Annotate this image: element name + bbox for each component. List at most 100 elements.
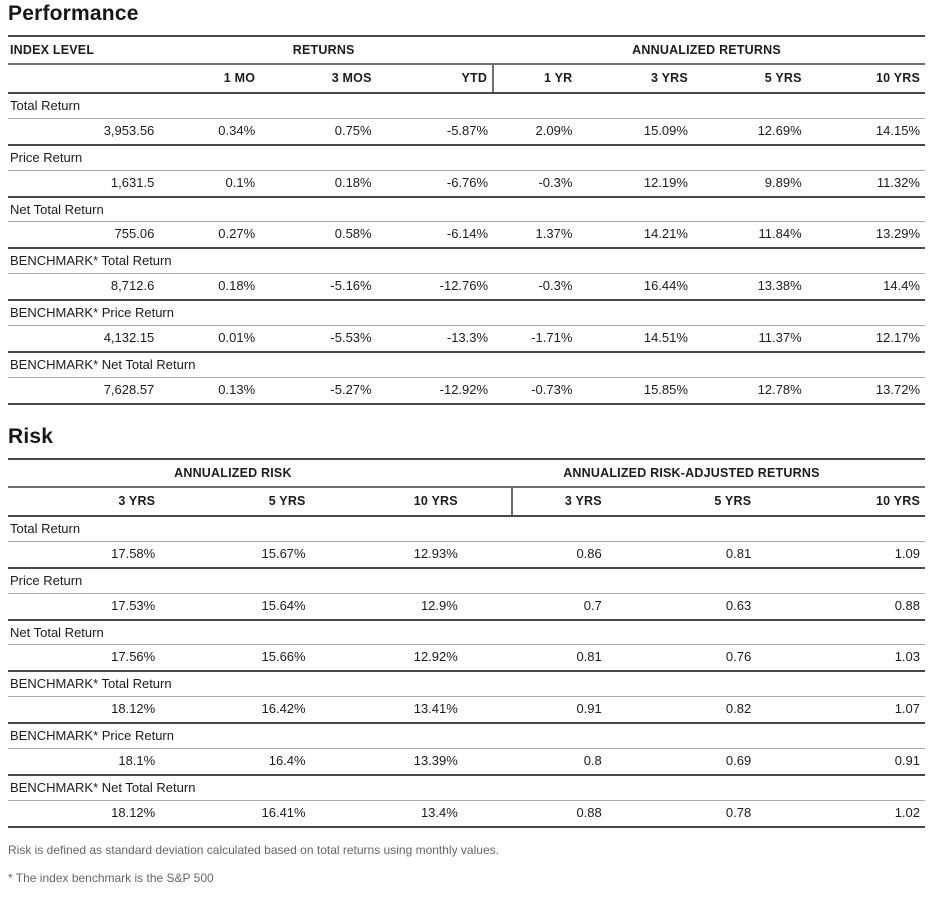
cell-value: 0.88 — [756, 593, 925, 621]
cell-value: 13.72% — [806, 377, 925, 406]
table-row-values: 755.06 0.27% 0.58% -6.14% 1.37% 14.21% 11.84% 1… — [8, 221, 925, 250]
cell-value: 0.76 — [606, 644, 757, 673]
risk-column-header-row: 3 YRS 5 YRS 10 YRS 3 YRS 5 YRS 10 YRS — [8, 487, 925, 517]
row-label: Price Return — [8, 567, 925, 594]
row-label: Price Return — [8, 144, 925, 171]
table-row-label: Total Return — [8, 515, 925, 542]
cell-value: 0.27% — [159, 221, 261, 250]
cell-value: 0.75% — [260, 118, 377, 146]
cell-value: 13.39% — [310, 748, 463, 777]
spacer-cell — [462, 541, 513, 569]
cell-value: 12.93% — [310, 541, 463, 569]
benchmark-footnote: * The index benchmark is the S&P 500 — [8, 871, 214, 885]
table-row-label: BENCHMARK* Total Return — [8, 248, 925, 275]
cell-value: -5.87% — [376, 118, 494, 146]
cell-value: 0.82 — [606, 696, 757, 725]
column-header-risk-5yrs: 5 YRS — [160, 487, 311, 517]
table-row-label: Total Return — [8, 92, 925, 119]
cell-value: 14.15% — [806, 118, 925, 146]
cell-value: 1.03 — [756, 644, 925, 673]
cell-value: 18.12% — [8, 696, 161, 725]
cell-value: 15.64% — [160, 593, 311, 621]
table-row-label: Net Total Return — [8, 196, 925, 223]
cell-value: 0.91 — [756, 748, 925, 777]
table-row-label: Price Return — [8, 567, 925, 594]
table-row-values: 8,712.6 0.18% -5.16% -12.76% -0.3% 16.44% 13.3… — [8, 273, 925, 302]
column-group-risk-adjusted-returns: ANNUALIZED RISK-ADJUSTED RETURNS — [462, 459, 925, 489]
cell-value: 15.67% — [160, 541, 311, 569]
cell-value: 12.92% — [310, 644, 463, 673]
cell-value: 2.09% — [493, 118, 578, 146]
column-header-3yrs: 3 YRS — [577, 64, 693, 94]
cell-value: 0.91 — [512, 696, 607, 725]
cell-value: -1.71% — [493, 325, 578, 354]
cell-value: -6.76% — [376, 170, 494, 198]
cell-value: 17.58% — [8, 541, 161, 569]
cell-value: 0.8 — [512, 748, 607, 777]
cell-value: 18.12% — [8, 800, 161, 829]
cell-value: 18.1% — [8, 748, 161, 777]
cell-value: 15.09% — [577, 118, 693, 146]
cell-value: 0.86 — [512, 541, 607, 569]
table-row-label: BENCHMARK* Price Return — [8, 300, 925, 327]
table-row-values: 3,953.56 0.34% 0.75% -5.87% 2.09% 15.09% 12.69… — [8, 118, 925, 146]
cell-value: -5.16% — [260, 273, 377, 302]
column-group-returns: RETURNS — [159, 36, 494, 66]
table-row-values: 1,631.5 0.1% 0.18% -6.76% -0.3% 12.19% 9.89% 11… — [8, 170, 925, 198]
cell-value: -12.76% — [376, 273, 494, 302]
cell-value: 0.01% — [159, 325, 261, 354]
table-row-values: 17.53% 15.64% 12.9% 0.7 0.63 0.88 — [8, 593, 925, 621]
row-label: Total Return — [8, 92, 925, 119]
column-header-adj-10yrs: 10 YRS — [756, 487, 925, 517]
table-row-values: 17.56% 15.66% 12.92% 0.81 0.76 1.03 — [8, 644, 925, 673]
column-header-adj-3yrs: 3 YRS — [511, 487, 607, 517]
row-label: BENCHMARK* Net Total Return — [8, 775, 925, 802]
row-label: Total Return — [8, 515, 925, 542]
cell-value: 11.84% — [692, 221, 807, 250]
column-header-3mos: 3 MOS — [260, 64, 377, 94]
column-header-risk-3yrs: 3 YRS — [8, 487, 161, 517]
performance-table: INDEX LEVEL RETURNS ANNUALIZED RETURNS 1… — [8, 35, 925, 406]
performance-section-title: Performance — [8, 2, 139, 25]
spacer-cell — [462, 593, 513, 621]
cell-value: 15.66% — [160, 644, 311, 673]
column-header-blank — [8, 64, 160, 94]
cell-value: 0.7 — [512, 593, 607, 621]
cell-value: 0.88 — [512, 800, 607, 829]
cell-value: 16.44% — [577, 273, 693, 302]
cell-value: -6.14% — [376, 221, 494, 250]
column-header-10yrs: 10 YRS — [806, 64, 925, 94]
cell-value: 17.56% — [8, 644, 161, 673]
cell-value: 13.41% — [310, 696, 463, 725]
spacer-cell — [462, 748, 513, 777]
column-header-1yr: 1 YR — [492, 64, 578, 94]
cell-value: -13.3% — [376, 325, 494, 354]
spacer-cell — [462, 644, 513, 673]
performance-column-header-row: 1 MO 3 MOS YTD 1 YR 3 YRS 5 YRS 10 YRS — [8, 64, 925, 94]
row-label: Net Total Return — [8, 196, 925, 223]
cell-value: 0.63 — [606, 593, 757, 621]
cell-value: 3,953.56 — [8, 118, 160, 146]
cell-value: 0.18% — [260, 170, 377, 198]
row-label: Net Total Return — [8, 619, 925, 646]
cell-value: 0.13% — [159, 377, 261, 406]
cell-value: -0.3% — [493, 273, 578, 302]
cell-value: 0.1% — [159, 170, 261, 198]
cell-value: 12.9% — [310, 593, 463, 621]
cell-value: 11.37% — [692, 325, 807, 354]
cell-value: 0.78 — [606, 800, 757, 829]
table-row-values: 18.12% 16.42% 13.41% 0.91 0.82 1.07 — [8, 696, 925, 725]
cell-value: 17.53% — [8, 593, 161, 621]
cell-value: 16.42% — [160, 696, 311, 725]
row-label: BENCHMARK* Total Return — [8, 671, 925, 698]
cell-value: 0.81 — [606, 541, 757, 569]
table-row-label: BENCHMARK* Total Return — [8, 671, 925, 698]
column-group-annualized-risk: ANNUALIZED RISK — [8, 459, 463, 489]
table-row-label: Price Return — [8, 144, 925, 171]
row-label: BENCHMARK* Price Return — [8, 723, 925, 750]
cell-value: 0.81 — [512, 644, 607, 673]
table-row-values: 17.58% 15.67% 12.93% 0.86 0.81 1.09 — [8, 541, 925, 569]
row-label: BENCHMARK* Net Total Return — [8, 352, 925, 379]
cell-value: 4,132.15 — [8, 325, 160, 354]
